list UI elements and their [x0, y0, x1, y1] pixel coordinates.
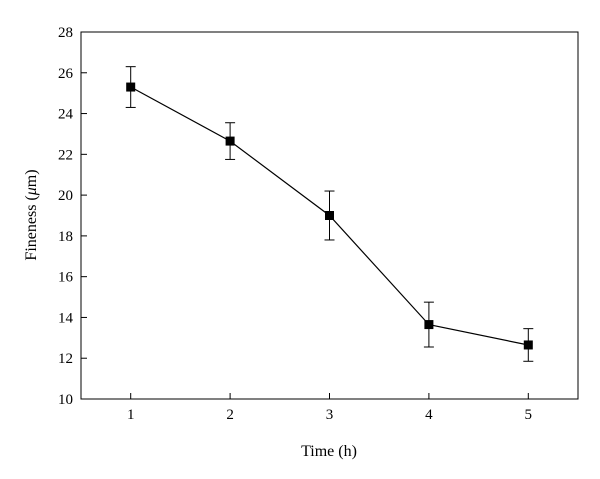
y-tick-label: 12 — [58, 351, 73, 367]
y-tick-label: 22 — [58, 147, 73, 163]
x-tick-label: 5 — [525, 407, 533, 423]
y-axis-title: Fineness (μm) — [23, 169, 40, 260]
error-bars — [125, 66, 534, 362]
x-tick-label: 1 — [127, 407, 135, 423]
y-tick-label: 14 — [58, 310, 74, 326]
y-tick-label: 24 — [58, 107, 74, 123]
y-tick-label: 18 — [58, 229, 73, 245]
x-axis-title: Time (h) — [301, 443, 357, 460]
x-tick-label: 4 — [425, 407, 433, 423]
y-tick-label: 20 — [58, 188, 73, 204]
y-axis-title-prefix: Fineness ( — [23, 195, 40, 260]
x-tick-label: 3 — [326, 407, 334, 423]
y-axis-title-unit: μ — [23, 187, 40, 196]
data-point — [225, 136, 235, 146]
x-tick-label: 2 — [226, 407, 234, 423]
y-axis-title-suffix: m) — [23, 169, 40, 187]
data-markers — [126, 82, 533, 350]
data-point — [325, 211, 334, 220]
data-point — [424, 320, 434, 330]
y-tick-label: 16 — [58, 270, 74, 286]
y-tick-label: 10 — [58, 392, 73, 408]
data-point — [523, 340, 533, 350]
data-point — [126, 82, 136, 92]
y-tick-label: 28 — [58, 25, 73, 41]
y-axis-ticks: 10 12 14 16 18 20 22 24 26 28 — [58, 25, 87, 408]
y-tick-label: 26 — [58, 66, 74, 82]
x-axis-ticks: 1 2 3 4 5 — [127, 393, 532, 423]
